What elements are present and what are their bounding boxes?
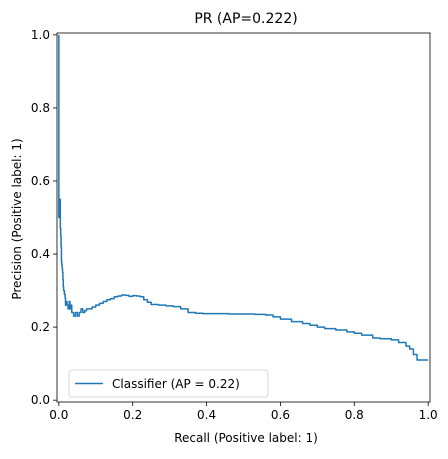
legend-label-classifier: Classifier (AP = 0.22) <box>112 377 240 391</box>
y-tick-label: 0.6 <box>31 174 50 188</box>
y-tick-label: 0.0 <box>31 393 50 407</box>
y-axis-ticks: 0.0 0.2 0.4 0.6 0.8 1.0 <box>31 28 57 407</box>
x-tick-label: 0.8 <box>345 408 364 422</box>
y-tick-label: 0.2 <box>31 320 50 334</box>
x-tick-label: 0.4 <box>197 408 216 422</box>
series-line-classifier <box>58 34 429 361</box>
plot-background <box>57 33 430 402</box>
y-axis-label: Precision (Positive label: 1) <box>10 138 24 299</box>
y-tick-label: 1.0 <box>31 28 50 42</box>
plot-area <box>56 32 431 403</box>
y-tick-label: 0.8 <box>31 101 50 115</box>
x-tick-label: 0.6 <box>271 408 290 422</box>
x-tick-label: 1.0 <box>419 408 438 422</box>
x-axis-label: Recall (Positive label: 1) <box>174 431 318 445</box>
plot-frame <box>56 32 431 403</box>
chart-title: PR (AP=0.222) <box>194 11 297 27</box>
legend: Classifier (AP = 0.22) <box>68 369 269 398</box>
x-axis-ticks: 0.0 0.2 0.4 0.6 0.8 1.0 <box>49 402 438 422</box>
legend-box <box>68 369 269 398</box>
x-tick-label: 0.2 <box>123 408 142 422</box>
y-tick-label: 0.4 <box>31 247 50 261</box>
x-tick-label: 0.0 <box>49 408 68 422</box>
